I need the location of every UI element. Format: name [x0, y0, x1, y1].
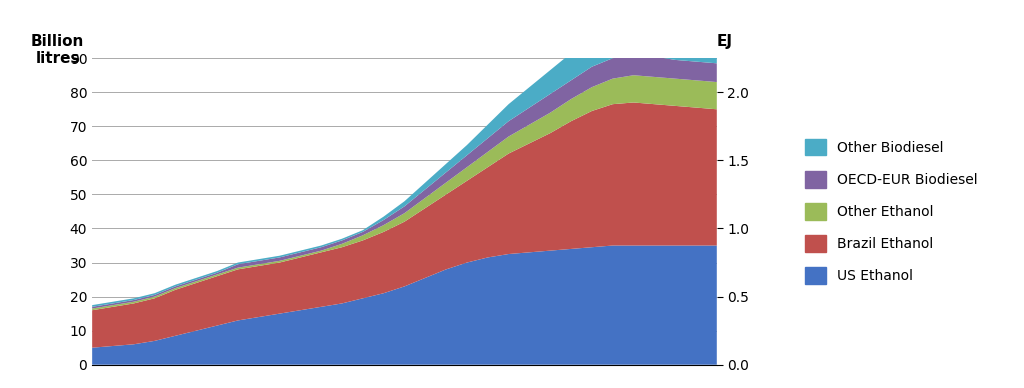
Legend: Other Biodiesel, OECD-EUR Biodiesel, Other Ethanol, Brazil Ethanol, US Ethanol: Other Biodiesel, OECD-EUR Biodiesel, Oth… [805, 139, 978, 284]
Text: Billion
litres: Billion litres [31, 34, 85, 66]
Text: EJ: EJ [717, 34, 733, 48]
